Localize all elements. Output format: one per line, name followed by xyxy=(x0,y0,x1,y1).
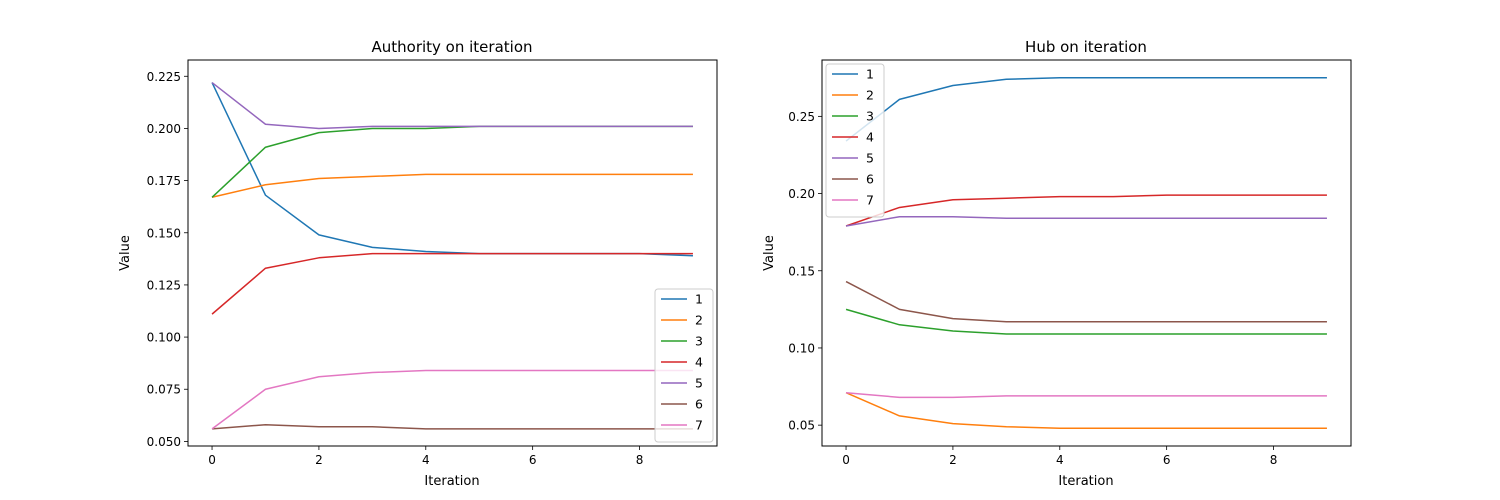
authority-xlabel: Iteration xyxy=(424,474,479,489)
hub-legend-label-4: 4 xyxy=(866,130,874,145)
hub-xtick-label: 0 xyxy=(842,453,850,467)
hub-series-line-2 xyxy=(845,392,1327,429)
authority-legend-label-7: 7 xyxy=(695,418,703,433)
authority-series-line-7 xyxy=(211,369,693,430)
authority-series-line-3 xyxy=(211,125,693,198)
hub-series-line-5 xyxy=(845,215,1327,227)
hub-legend-label-1: 1 xyxy=(866,67,874,82)
hub-legend-label-3: 3 xyxy=(866,109,874,124)
authority-series-line-5 xyxy=(211,81,693,130)
hub-ytick-label: 0.15 xyxy=(788,264,815,278)
hub-title: Hub on iteration xyxy=(1025,38,1147,56)
authority-xtick-label: 8 xyxy=(636,453,644,467)
hub-xtick-label: 4 xyxy=(1056,453,1064,467)
hub-series-line-1 xyxy=(845,77,1327,142)
authority-series-line-2 xyxy=(211,173,693,199)
authority-xtick-label: 2 xyxy=(315,453,323,467)
hub-xtick-label: 2 xyxy=(949,453,957,467)
authority-xtick-label: 6 xyxy=(529,453,537,467)
hub-xlabel: Iteration xyxy=(1058,474,1113,489)
authority-plot: Authority on iteration Iteration Value 0… xyxy=(118,38,718,489)
hub-ytick-label: 0.25 xyxy=(788,110,815,124)
authority-ytick-label: 0.175 xyxy=(147,174,181,188)
authority-ytick-label: 0.125 xyxy=(147,278,181,292)
hub-plot: Hub on iteration Iteration Value 0 2 4 6 8 0.… xyxy=(762,38,1352,489)
hub-legend-label-2: 2 xyxy=(866,88,874,103)
hub-ylabel: Value xyxy=(762,235,777,271)
authority-ytick-label: 0.200 xyxy=(147,122,181,136)
authority-legend-label-1: 1 xyxy=(695,292,703,307)
hub-axes-frame xyxy=(821,59,1352,447)
hub-series-line-7 xyxy=(845,391,1327,399)
authority-series-line-6 xyxy=(211,423,693,430)
hub-ytick-label: 0.05 xyxy=(788,419,815,433)
hub-ytick-label: 0.10 xyxy=(788,341,815,355)
hub-series-line-3 xyxy=(845,308,1327,335)
authority-legend-box xyxy=(654,288,714,443)
hub-legend-label-5: 5 xyxy=(866,151,874,166)
authority-title: Authority on iteration xyxy=(371,38,532,56)
authority-xtick-label: 0 xyxy=(208,453,216,467)
authority-series-line-1 xyxy=(211,82,693,257)
authority-ytick-label: 0.050 xyxy=(147,435,181,449)
authority-series-line-4 xyxy=(211,252,693,315)
authority-legend-label-3: 3 xyxy=(695,334,703,349)
hub-ytick-label: 0.20 xyxy=(788,187,815,201)
hub-series-line-4 xyxy=(845,194,1327,227)
authority-ylabel: Value xyxy=(118,235,133,271)
authority-legend-label-6: 6 xyxy=(695,397,703,412)
hub-xtick-label: 6 xyxy=(1163,453,1171,467)
authority-xtick-label: 4 xyxy=(422,453,430,467)
authority-legend: 1 2 3 4 5 6 7 xyxy=(654,288,714,443)
hub-xtick-label: 8 xyxy=(1270,453,1278,467)
hub-series-line-6 xyxy=(845,280,1327,323)
authority-legend-label-5: 5 xyxy=(695,376,703,391)
authority-axes-frame xyxy=(187,59,718,447)
authority-legend-label-4: 4 xyxy=(695,355,703,370)
authority-ytick-label: 0.150 xyxy=(147,226,181,240)
authority-ytick-label: 0.100 xyxy=(147,331,181,345)
hub-legend-label-6: 6 xyxy=(866,172,874,187)
authority-ytick-label: 0.225 xyxy=(147,70,181,84)
authority-legend-label-2: 2 xyxy=(695,313,703,328)
hub-legend-box xyxy=(825,63,885,218)
hub-legend: 1 2 3 4 5 6 7 xyxy=(825,63,885,218)
hub-legend-label-7: 7 xyxy=(866,193,874,208)
authority-ytick-label: 0.075 xyxy=(147,383,181,397)
